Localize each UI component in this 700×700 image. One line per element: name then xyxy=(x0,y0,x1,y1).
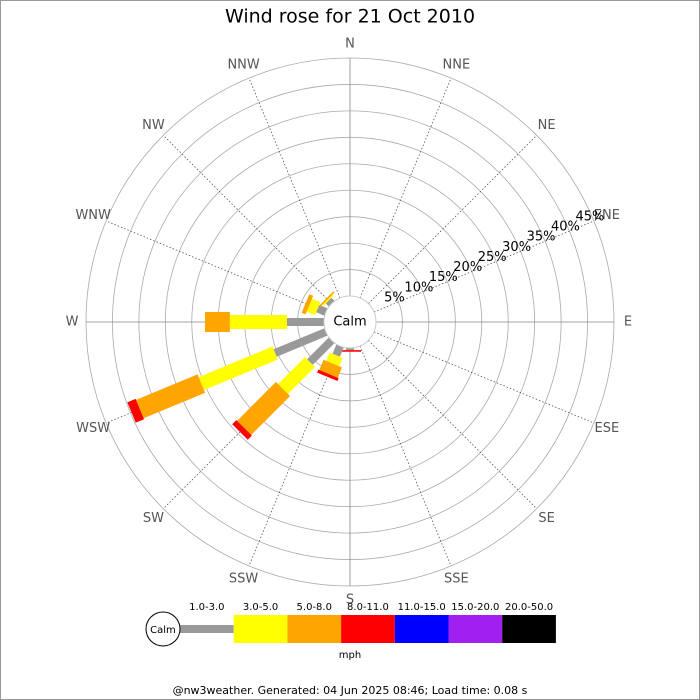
footer: @nw3weather. Generated: 04 Jun 2025 08:4… xyxy=(173,684,528,697)
spoke xyxy=(248,77,341,299)
spoke xyxy=(359,345,452,567)
direction-label: SSE xyxy=(444,571,469,586)
bar-segment xyxy=(135,374,206,419)
r-tick-label: 5% xyxy=(384,290,405,305)
legend-label: 3.0-5.0 xyxy=(243,602,278,613)
spoke xyxy=(248,345,341,567)
direction-label: ENE xyxy=(594,208,620,223)
legend-label: 8.0-11.0 xyxy=(347,602,389,613)
legend-label: 11.0-15.0 xyxy=(398,602,446,613)
legend-swatch xyxy=(394,615,449,643)
bar-segment xyxy=(301,294,314,315)
spoke xyxy=(163,135,332,304)
spoke xyxy=(368,135,537,304)
bar-segment xyxy=(325,297,335,307)
direction-label: SW xyxy=(143,511,164,526)
r-tick-label: 10% xyxy=(404,280,433,295)
direction-label: SE xyxy=(538,511,554,526)
direction-label: WNW xyxy=(75,208,111,223)
legend-label: 1.0-3.0 xyxy=(189,602,224,613)
bar-segment xyxy=(237,381,291,435)
r-tick-label: 15% xyxy=(429,270,458,285)
bar-segment xyxy=(319,291,335,307)
bar-segment xyxy=(205,312,230,332)
legend-swatch xyxy=(341,615,395,643)
legend-swatch xyxy=(180,625,234,633)
legend-swatch xyxy=(502,615,556,643)
spoke xyxy=(373,220,595,313)
r-tick-label: 45% xyxy=(575,209,604,224)
legend-label: 15.0-20.0 xyxy=(451,602,499,613)
direction-label: NNE xyxy=(443,58,471,73)
r-tick-label: 40% xyxy=(551,220,580,235)
bar-segment xyxy=(326,352,343,367)
direction-label: SSW xyxy=(229,571,259,586)
direction-label: E xyxy=(624,315,632,330)
bar-segment xyxy=(126,401,137,424)
bar-segment xyxy=(346,348,354,351)
r-tick-label: 30% xyxy=(502,240,531,255)
bar-segment xyxy=(307,337,335,365)
bar-segment xyxy=(127,398,145,423)
bar-segment xyxy=(306,298,321,316)
spoke xyxy=(105,220,327,313)
bar-segment xyxy=(316,304,328,316)
legend-calm-label: Calm xyxy=(150,625,176,636)
direction-label: W xyxy=(66,315,79,330)
direction-label: NE xyxy=(538,118,556,133)
bar-segment xyxy=(317,369,339,382)
spoke xyxy=(373,331,595,424)
spoke xyxy=(368,340,537,509)
legend-swatch xyxy=(287,615,342,643)
direction-label: N xyxy=(345,37,355,52)
bar-segment xyxy=(286,318,324,326)
bar-segment xyxy=(339,350,361,352)
legend-swatch xyxy=(448,615,503,643)
calm-label: Calm xyxy=(333,315,366,330)
bar-segment xyxy=(232,420,252,440)
r-tick-label: 35% xyxy=(527,230,556,245)
legend-calm-circle xyxy=(145,611,181,647)
legend-unit: mph xyxy=(339,650,361,661)
direction-label: NNW xyxy=(227,58,259,73)
spoke xyxy=(359,77,452,299)
bar-segment xyxy=(198,346,278,391)
direction-label: ESE xyxy=(594,421,619,436)
bar-segment xyxy=(229,315,287,329)
direction-label: NW xyxy=(142,118,165,133)
bar-segment xyxy=(332,344,344,357)
legend-label: 5.0-8.0 xyxy=(297,602,332,613)
chart-title: Wind rose for 21 Oct 2010 xyxy=(225,6,475,28)
bar-segment xyxy=(319,359,343,378)
legend-label: 20.0-50.0 xyxy=(505,602,553,613)
legend-swatch xyxy=(233,615,288,643)
direction-label: WSW xyxy=(76,421,110,436)
bar-segment xyxy=(278,357,315,394)
bar-segment xyxy=(322,294,334,306)
bar-segment xyxy=(273,328,328,357)
r-tick-label: 20% xyxy=(453,260,482,275)
direction-label: S xyxy=(346,593,354,608)
r-tick-label: 25% xyxy=(478,250,507,265)
calm-circle xyxy=(323,295,377,349)
